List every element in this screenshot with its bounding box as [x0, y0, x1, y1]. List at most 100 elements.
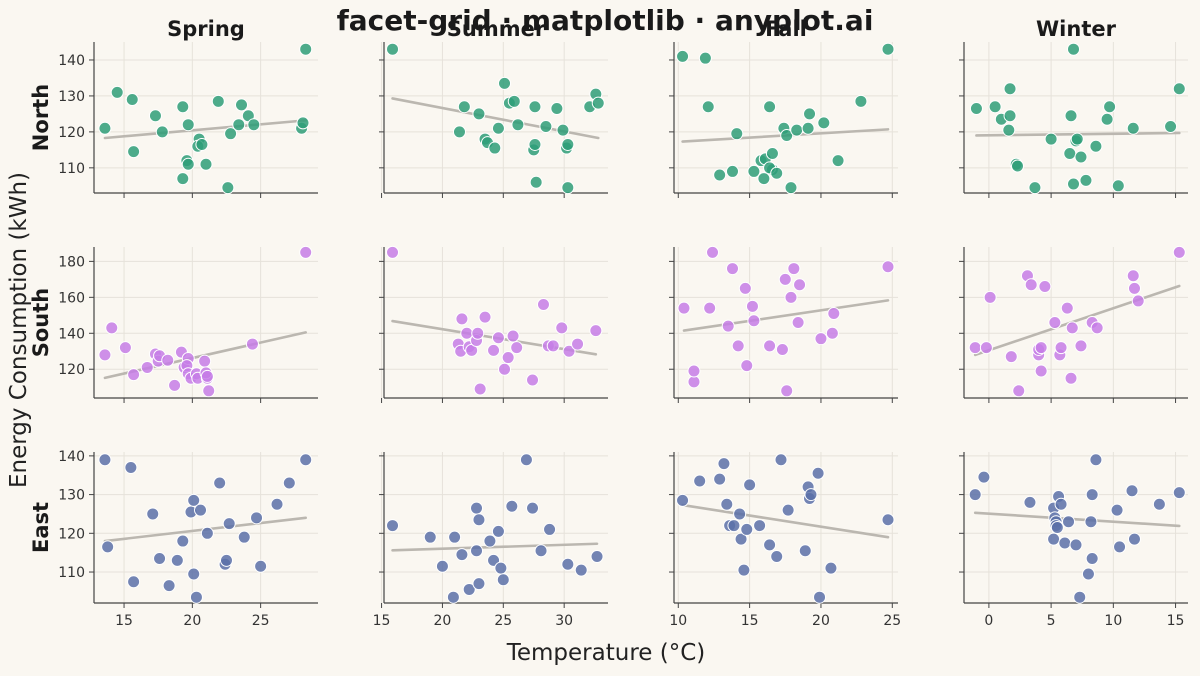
- data-point: [1004, 350, 1018, 364]
- data-point: [827, 307, 841, 321]
- data-point: [793, 278, 807, 292]
- data-point: [487, 343, 501, 357]
- data-point: [299, 245, 313, 259]
- x-tick-label: 25: [252, 613, 270, 629]
- data-point: [701, 100, 715, 114]
- data-point: [817, 116, 831, 130]
- data-point: [1048, 316, 1062, 329]
- data-point: [519, 453, 533, 467]
- data-point: [720, 497, 734, 511]
- data-point: [386, 519, 400, 533]
- data-point: [983, 290, 997, 304]
- data-point: [198, 354, 212, 368]
- trend-line: [103, 119, 308, 140]
- data-point: [1126, 121, 1140, 135]
- data-point: [693, 474, 707, 488]
- data-point: [556, 123, 570, 137]
- data-point: [118, 341, 132, 355]
- y-tick-label: 130: [58, 488, 85, 504]
- data-point: [195, 137, 209, 151]
- x-tick-label: 30: [555, 613, 573, 629]
- x-tick-label: 0: [984, 613, 993, 629]
- panel-north-spring: 110 120 130 140: [58, 42, 318, 198]
- data-point: [713, 168, 727, 182]
- data-point: [814, 332, 828, 346]
- data-point: [213, 476, 227, 490]
- data-point: [1085, 488, 1099, 502]
- x-tick-label: 15: [1167, 613, 1185, 629]
- data-point: [803, 107, 817, 121]
- data-point: [740, 359, 754, 373]
- data-point: [1058, 536, 1072, 550]
- data-point: [763, 100, 777, 114]
- data-point: [798, 544, 812, 558]
- data-point: [811, 466, 825, 480]
- data-point: [455, 548, 469, 562]
- data-point: [472, 577, 486, 591]
- data-point: [1003, 109, 1017, 123]
- row-header-east: East: [29, 502, 53, 553]
- data-point: [539, 119, 553, 133]
- trend-line: [973, 284, 1181, 357]
- data-point: [561, 137, 575, 151]
- data-point: [717, 457, 731, 471]
- data-point: [687, 364, 701, 378]
- y-tick-label: 120: [58, 125, 85, 141]
- data-point: [526, 373, 540, 387]
- column-header-spring: Spring: [167, 17, 245, 41]
- data-point: [470, 501, 484, 515]
- x-tick-label: 25: [494, 613, 512, 629]
- data-point: [101, 540, 115, 554]
- data-point: [1100, 112, 1114, 126]
- data-point: [98, 121, 112, 135]
- data-point: [770, 550, 784, 564]
- data-point: [1127, 281, 1141, 295]
- data-point: [148, 109, 162, 123]
- y-tick-label: 180: [58, 254, 85, 270]
- data-point: [1070, 132, 1084, 146]
- data-point: [753, 519, 767, 533]
- data-point: [472, 107, 486, 121]
- data-point: [740, 522, 754, 536]
- data-point: [550, 102, 564, 116]
- data-point: [1073, 590, 1087, 604]
- trend-line: [391, 542, 599, 552]
- data-point: [127, 368, 141, 382]
- panel-south-summer: [379, 245, 608, 403]
- data-point: [787, 262, 801, 276]
- y-tick-label: 140: [58, 326, 85, 342]
- data-point: [831, 154, 845, 168]
- data-point: [561, 557, 575, 571]
- y-tick-label: 160: [58, 290, 85, 306]
- data-point: [153, 551, 167, 565]
- data-point: [1060, 301, 1074, 315]
- data-point: [528, 100, 542, 114]
- x-tick-label: 15: [741, 613, 759, 629]
- data-point: [161, 353, 175, 367]
- data-point: [1152, 497, 1166, 511]
- data-point: [780, 384, 794, 398]
- chart-title: facet-grid · matplotlib · anyplot.ai: [337, 4, 874, 37]
- panel-east-fall: 10 15 20 25: [669, 452, 901, 629]
- data-point: [1172, 245, 1186, 259]
- data-point: [452, 125, 466, 139]
- data-point: [1126, 269, 1140, 283]
- data-point: [804, 488, 818, 502]
- data-point: [745, 299, 759, 313]
- facet-panels: Spring Summer Fall WinterNorthSouthEast1101…: [29, 17, 1188, 629]
- data-point: [536, 298, 550, 312]
- data-point: [676, 49, 690, 63]
- y-tick-label: 120: [58, 526, 85, 542]
- data-point: [529, 175, 543, 189]
- data-point: [510, 341, 524, 355]
- data-point: [590, 550, 604, 564]
- data-point: [511, 118, 525, 132]
- data-point: [555, 321, 569, 335]
- y-tick-label: 110: [58, 161, 85, 177]
- data-point: [757, 172, 771, 186]
- data-point: [124, 460, 138, 474]
- data-point: [1125, 484, 1139, 498]
- data-point: [979, 341, 993, 355]
- data-point: [790, 123, 804, 137]
